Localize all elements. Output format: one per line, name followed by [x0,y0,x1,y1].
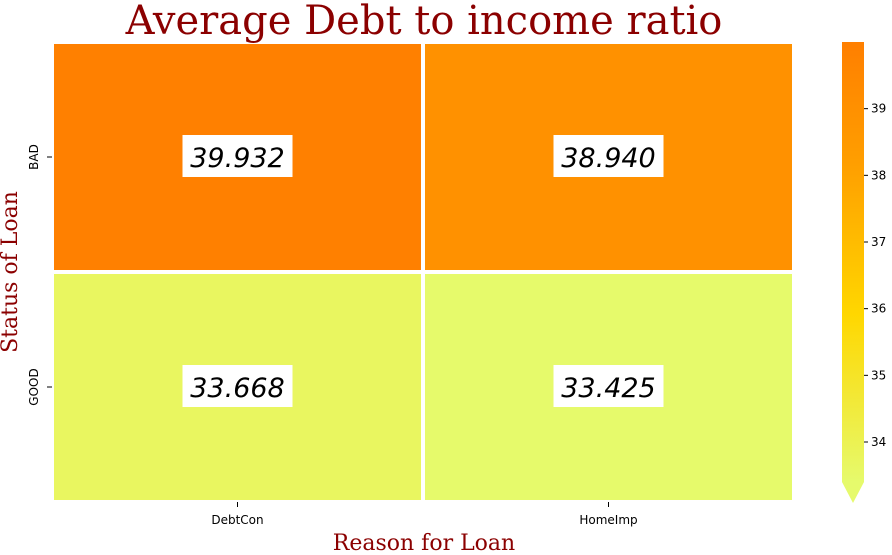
y-tick-label: BAD [27,144,41,170]
annotation-box [182,365,293,407]
cell-value-label: 38.940 [561,143,655,174]
annotation-box [553,365,664,407]
x-tick-label: HomeImp [579,513,637,527]
colorbar-tick-label: 38 [871,168,886,182]
y-axis-ticks: BAD GOOD [27,144,52,406]
colorbar-tick-label: 34 [871,435,886,449]
cell-annotations: 39.932 38.940 33.668 33.425 [182,135,664,407]
colorbar-gradient [842,42,864,482]
x-axis-ticks: DebtCon HomeImp [211,502,638,527]
x-axis-label: Reason for Loan [333,531,515,555]
colorbar-min-extension [842,482,864,503]
colorbar-tick-label: 35 [871,368,886,382]
colorbar-ticks: 34 35 36 37 38 39 [864,102,886,449]
y-tick-label: GOOD [27,368,41,405]
annotation-box [182,135,293,177]
heatmap-cells [54,44,792,500]
y-axis-label: Status of Loan [0,191,23,353]
colorbar-tick-label: 39 [871,102,886,116]
cell-value-label: 33.425 [561,373,655,404]
chart-title: Average Debt to income ratio [125,0,723,44]
cell-value-label: 33.668 [190,373,284,404]
x-tick-label: DebtCon [211,513,263,527]
colorbar: 34 35 36 37 38 39 [842,42,886,503]
colorbar-tick-label: 36 [871,302,886,316]
annotation-box [553,135,664,177]
colorbar-tick-label: 37 [871,235,886,249]
cell-value-label: 39.932 [190,143,284,174]
